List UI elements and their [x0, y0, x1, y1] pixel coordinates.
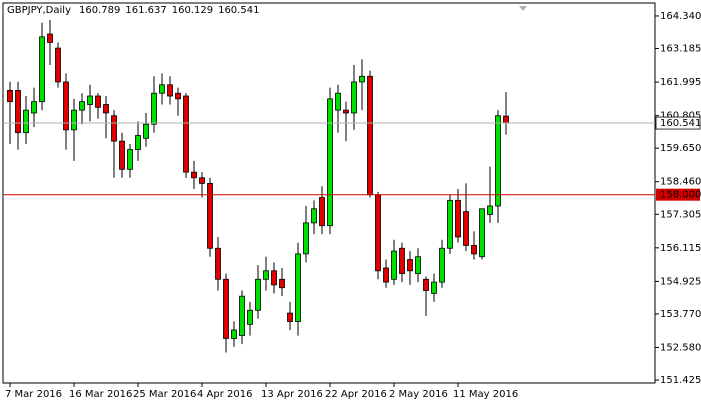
level-label: 158.000 — [660, 190, 701, 201]
candle-body — [63, 81, 69, 131]
chart-title: GBPJPY,Daily — [7, 5, 71, 16]
candle-body — [31, 101, 37, 114]
candle-body — [447, 199, 453, 249]
price-label-box — [655, 116, 701, 130]
x-tick-label: 16 Mar 2016 — [69, 389, 132, 400]
x-tick-label: 25 Mar 2016 — [133, 389, 196, 400]
candle-body — [303, 222, 309, 255]
candle-body — [95, 95, 101, 108]
low-value: 160.129 — [172, 5, 213, 16]
y-tick-label: 151.425 — [660, 375, 701, 386]
x-tick-label: 11 May 2016 — [453, 389, 518, 400]
candle-body — [503, 115, 509, 124]
candle-body — [399, 247, 405, 275]
candle-body — [335, 92, 341, 111]
close-value: 160.541 — [218, 5, 259, 16]
candle-body — [143, 123, 149, 139]
candle-body — [439, 247, 445, 283]
candle-body — [463, 211, 469, 246]
candle-body — [407, 259, 413, 272]
y-tick-label: 152.580 — [660, 342, 701, 353]
x-tick-label: 22 Apr 2016 — [325, 389, 387, 400]
candle-body — [207, 183, 213, 249]
candle-body — [239, 295, 245, 337]
y-tick-label: 163.185 — [660, 44, 701, 55]
x-tick-label: 7 Mar 2016 — [5, 389, 62, 400]
y-tick-label: 157.305 — [660, 209, 701, 220]
candle-body — [183, 95, 189, 173]
candle-body — [159, 84, 165, 94]
candle-body — [247, 309, 253, 325]
candle-body — [79, 101, 85, 111]
candle-body — [15, 89, 21, 134]
candle-body — [319, 197, 325, 227]
plot-frame — [2, 2, 656, 384]
candle-body — [111, 115, 117, 142]
y-tick-label: 161.995 — [660, 77, 701, 88]
candle-body — [327, 98, 333, 227]
candle-body — [383, 267, 389, 283]
candle-body — [7, 89, 13, 103]
y-tick-label: 158.460 — [660, 177, 701, 188]
candle-body — [87, 95, 93, 105]
candle-body — [495, 115, 501, 207]
candle-body — [311, 208, 317, 224]
candle-body — [287, 312, 293, 322]
high-value: 161.637 — [125, 5, 166, 16]
candle-body — [199, 177, 205, 184]
candle-body — [231, 329, 237, 339]
y-tick-label: 154.925 — [660, 276, 701, 287]
candle-body — [55, 47, 61, 83]
candle-body — [71, 109, 77, 131]
candle-body — [367, 75, 373, 196]
candle-body — [255, 278, 261, 311]
candle-body — [119, 140, 125, 170]
y-tick-label: 164.340 — [660, 11, 701, 22]
candle-body — [215, 247, 221, 280]
candle-body — [151, 92, 157, 125]
candle-body — [167, 84, 173, 97]
candle-body — [423, 278, 429, 291]
y-tick-label: 153.770 — [660, 309, 701, 320]
candle-body — [431, 281, 437, 294]
candle-body — [135, 135, 141, 150]
candle-body — [415, 256, 421, 275]
candle-body — [455, 199, 461, 238]
candle-body — [263, 270, 269, 280]
y-tick-label: 159.650 — [660, 143, 701, 154]
candle-body — [191, 171, 197, 179]
x-tick-label: 13 Apr 2016 — [261, 389, 323, 400]
x-tick-label: 2 May 2016 — [389, 389, 448, 400]
x-tick-label: 4 Apr 2016 — [197, 389, 252, 400]
candle-body — [23, 109, 29, 134]
candle-body — [175, 92, 181, 100]
level-label-box — [656, 188, 700, 201]
y-tick-label: 160.805 — [660, 111, 701, 122]
shift-marker — [519, 6, 527, 11]
chart-header: GBPJPY,Daily 160.789 161.637 160.129 160.541 — [7, 5, 259, 16]
candle-body — [279, 278, 285, 289]
price-label: 160.541 — [660, 118, 701, 129]
candle-body — [103, 104, 109, 114]
candle-body — [271, 270, 277, 286]
candle-body — [343, 109, 349, 114]
candle-body — [375, 194, 381, 272]
candle-body — [391, 250, 397, 280]
candle-body — [47, 33, 53, 43]
candle-body — [295, 253, 301, 322]
candle-body — [359, 75, 365, 83]
candle-body — [479, 208, 485, 258]
candle-body — [351, 81, 357, 114]
candle-body — [127, 149, 133, 170]
candle-body — [39, 36, 45, 103]
y-tick-label: 156.115 — [660, 243, 701, 254]
candle-body — [223, 278, 229, 339]
candle-body — [487, 205, 493, 215]
open-value: 160.789 — [79, 5, 120, 16]
candle-body — [471, 245, 477, 255]
